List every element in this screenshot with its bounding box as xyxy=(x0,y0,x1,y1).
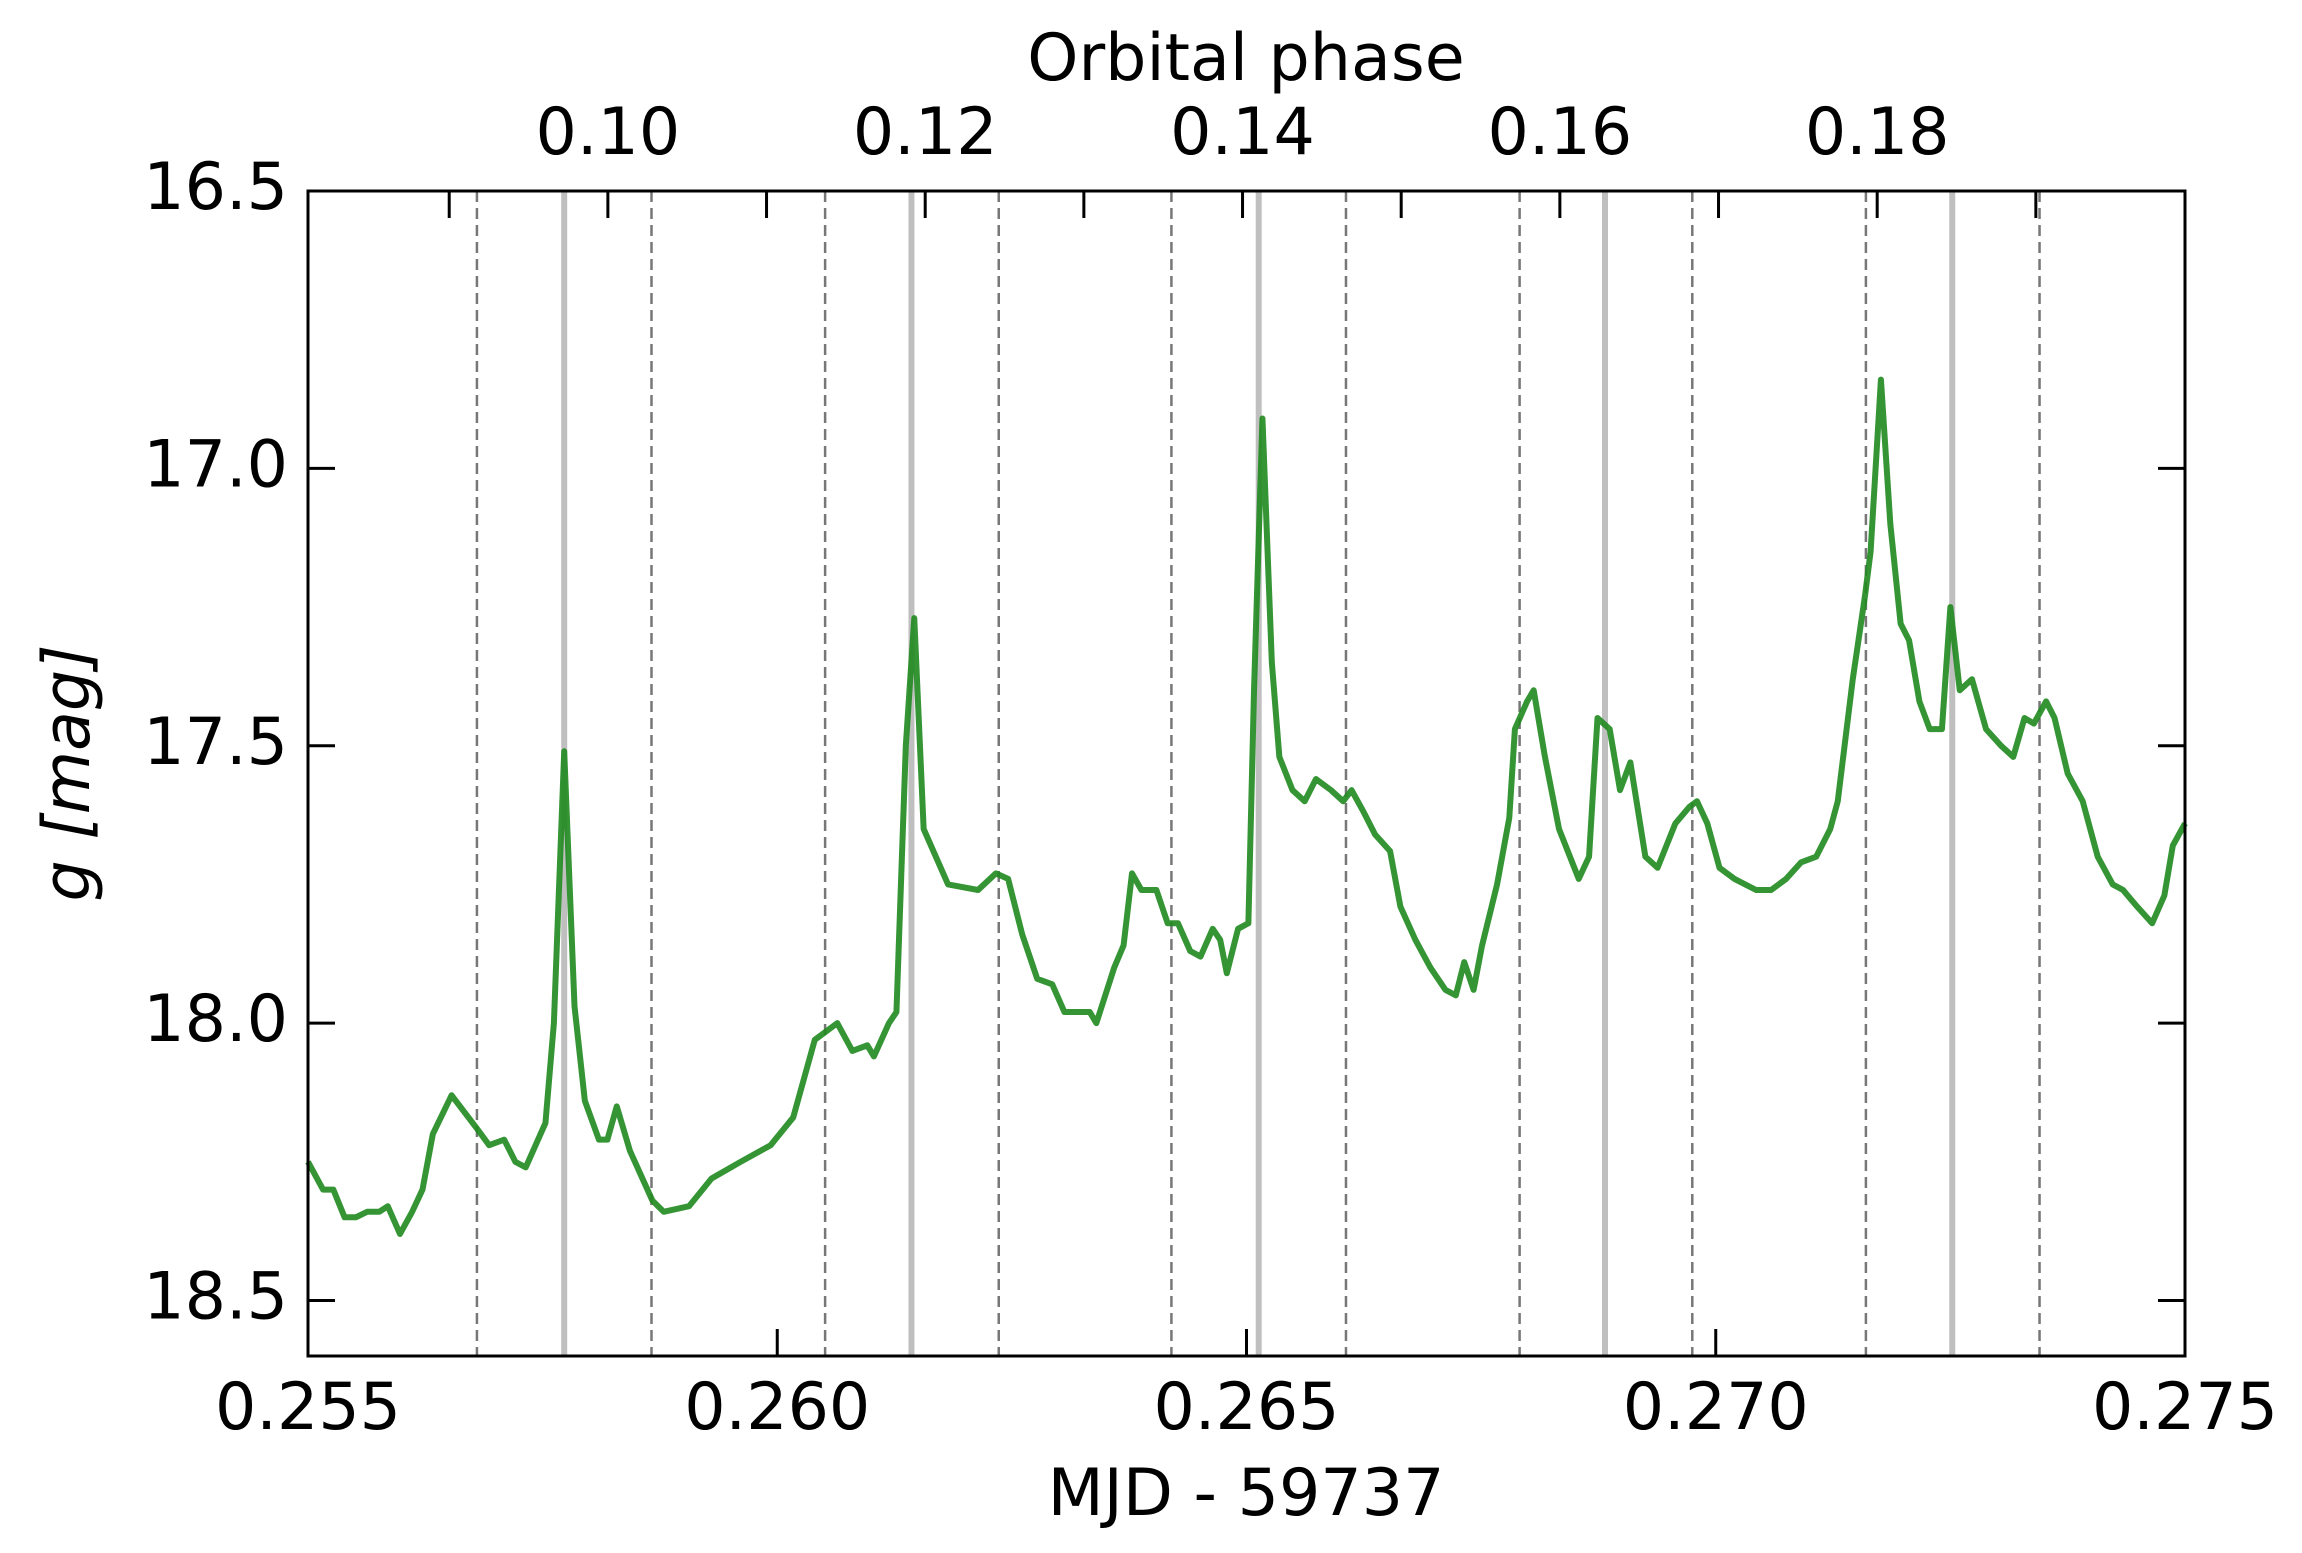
x-tick-label: 0.255 xyxy=(215,1370,401,1445)
x2-tick-label: 0.16 xyxy=(1487,95,1632,170)
x2-tick-label: 0.14 xyxy=(1170,95,1315,170)
x-tick-label: 0.270 xyxy=(1623,1370,1809,1445)
x2-tick-label: 0.10 xyxy=(536,95,681,170)
x2-tick-label: 0.12 xyxy=(853,95,998,170)
x-tick-label: 0.265 xyxy=(1153,1370,1339,1445)
x-tick-label: 0.260 xyxy=(684,1370,870,1445)
x-axis-label: MJD - 59737 xyxy=(1048,1456,1445,1531)
y-axis-label: g [mag] xyxy=(30,644,105,901)
y-tick-label: 17.5 xyxy=(143,705,288,780)
data-line xyxy=(305,376,2188,1237)
y-tick-label: 18.5 xyxy=(143,1260,288,1335)
y-tick-label: 18.0 xyxy=(143,982,288,1057)
x-tick-label: 0.275 xyxy=(2092,1370,2278,1445)
x2-tick-label: 0.18 xyxy=(1805,95,1950,170)
y-tick-label: 17.0 xyxy=(143,427,288,502)
y-tick-label: 16.5 xyxy=(143,150,288,225)
chart-title: Orbital phase xyxy=(1027,21,1464,96)
plot-frame xyxy=(306,189,2187,1358)
